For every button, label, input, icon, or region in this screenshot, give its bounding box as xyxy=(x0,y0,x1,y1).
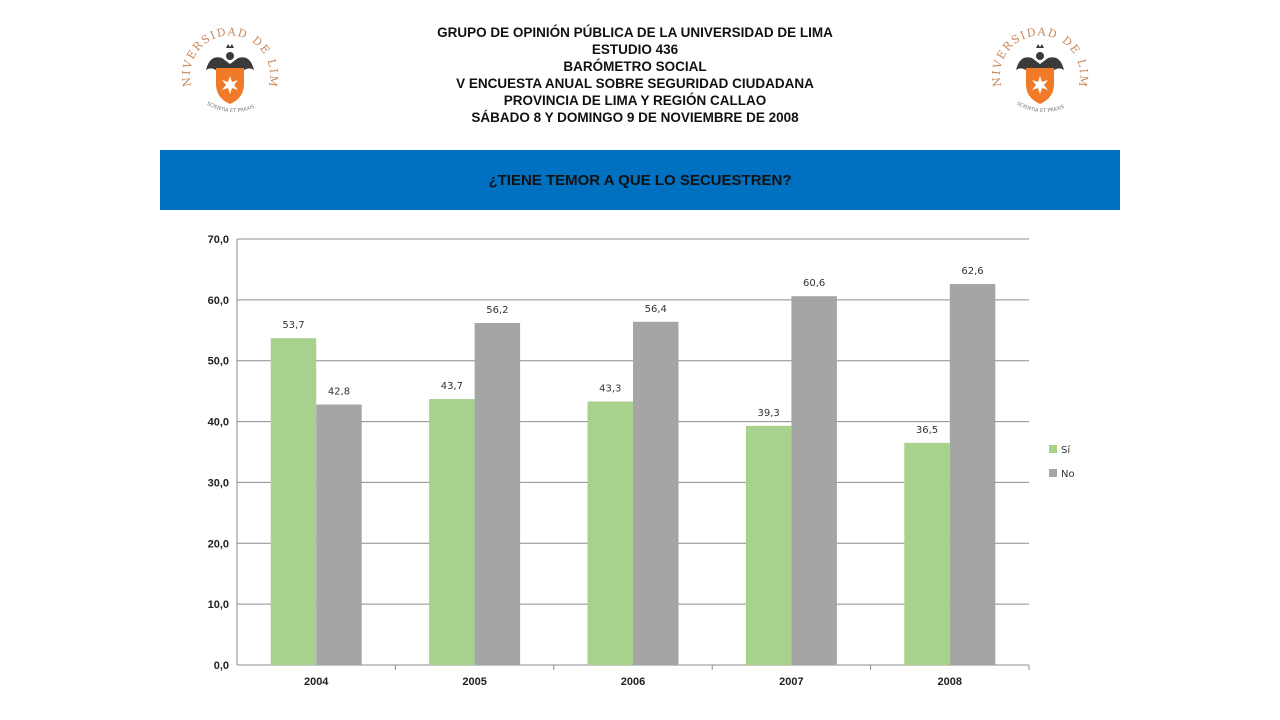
x-tick-label: 2005 xyxy=(462,676,486,688)
y-tick-label: 40,0 xyxy=(208,417,229,429)
y-tick-label: 70,0 xyxy=(208,234,229,246)
y-tick-label: 30,0 xyxy=(208,477,229,489)
header-line-survey: V ENCUESTA ANUAL SOBRE SEGURIDAD CIUDADA… xyxy=(456,76,814,91)
bar-No-2004 xyxy=(316,404,362,665)
bar-Sí-2007 xyxy=(745,425,792,665)
x-tick-label: 2008 xyxy=(938,676,962,688)
header-line-date: SÁBADO 8 Y DOMINGO 9 DE NOVIEMBRE DE 200… xyxy=(471,110,799,125)
y-tick-label: 0,0 xyxy=(214,660,229,672)
legend-label: Sí xyxy=(1061,444,1071,456)
survey-header: GRUPO DE OPINIÓN PÚBLICA DE LA UNIVERSID… xyxy=(300,24,970,126)
header-line-group: GRUPO DE OPINIÓN PÚBLICA DE LA UNIVERSID… xyxy=(437,25,833,40)
question-banner: ¿TIENE TEMOR A QUE LO SECUESTREN? xyxy=(160,150,1120,210)
data-label: 62,6 xyxy=(961,266,983,277)
x-tick-label: 2006 xyxy=(621,676,645,688)
data-label: 43,7 xyxy=(441,381,463,392)
header-line-region: PROVINCIA DE LIMA Y REGIÓN CALLAO xyxy=(503,93,767,108)
data-label: 43,3 xyxy=(599,383,621,394)
bar-No-2006 xyxy=(633,321,679,665)
eagle-crest-icon xyxy=(206,44,254,104)
y-tick-label: 60,0 xyxy=(208,295,229,307)
legend-swatch-Sí xyxy=(1049,445,1057,453)
eagle-crest-icon xyxy=(1016,44,1064,104)
data-label: 60,6 xyxy=(803,278,825,289)
bar-No-2007 xyxy=(791,296,837,665)
y-tick-label: 20,0 xyxy=(208,538,229,550)
bar-Sí-2008 xyxy=(904,442,950,665)
data-label: 36,5 xyxy=(916,425,938,436)
data-label: 56,4 xyxy=(645,304,667,315)
bar-No-2008 xyxy=(949,284,996,665)
data-label: 53,7 xyxy=(282,320,304,331)
legend-label: No xyxy=(1061,469,1075,480)
header-line-study: ESTUDIO 436 xyxy=(591,42,679,57)
legend-swatch-No xyxy=(1049,469,1057,477)
university-logo-right: UNIVERSIDAD DE LIMA SCIENTIA ET PRAXIS xyxy=(990,18,1089,114)
university-logo-left: UNIVERSIDAD DE LIMA SCIENTIA ET PRAXIS xyxy=(180,18,279,114)
bar-No-2005 xyxy=(474,322,521,665)
bar-Sí-2004 xyxy=(270,338,317,665)
y-tick-label: 50,0 xyxy=(208,356,229,368)
data-label: 56,2 xyxy=(486,305,508,316)
header-line-barometer: BARÓMETRO SOCIAL xyxy=(563,59,707,74)
bar-Sí-2005 xyxy=(429,399,475,665)
question-title: ¿TIENE TEMOR A QUE LO SECUESTREN? xyxy=(488,171,792,189)
x-tick-label: 2004 xyxy=(304,676,329,688)
x-tick-label: 2007 xyxy=(779,676,803,688)
bar-Sí-2006 xyxy=(587,401,633,665)
y-tick-label: 10,0 xyxy=(208,599,229,611)
data-label: 42,8 xyxy=(328,387,350,398)
data-label: 39,3 xyxy=(758,408,780,419)
